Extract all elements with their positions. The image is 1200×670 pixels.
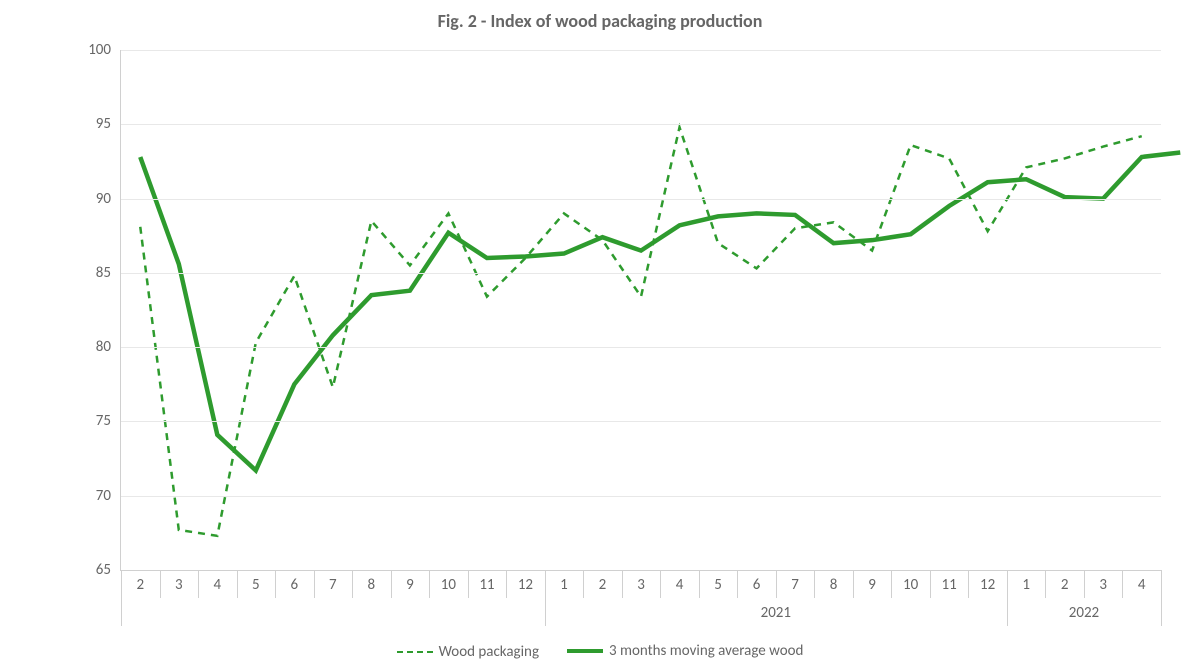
x-tick-label: 4 [213, 570, 221, 594]
legend-label: 3 months moving average wood [609, 642, 803, 660]
x-group-sep [121, 570, 122, 626]
x-group-sep [1161, 570, 1162, 626]
x-tick-sep [468, 570, 469, 598]
x-group-sep [1007, 570, 1008, 626]
x-tick-label: 7 [791, 570, 799, 594]
series-line [140, 127, 1141, 536]
x-tick-label: 12 [518, 570, 533, 594]
plot-area: 6570758085909510023456789101112123456789… [120, 50, 1161, 571]
x-tick-sep [699, 570, 700, 598]
x-tick-sep [583, 570, 584, 598]
legend-label: Wood packaging [439, 643, 539, 661]
x-tick-sep [968, 570, 969, 598]
legend-item: Wood packaging [397, 643, 539, 661]
x-tick-label: 8 [368, 570, 376, 594]
x-tick-sep [352, 570, 353, 598]
x-tick-label: 3 [1099, 570, 1107, 594]
y-tick-label: 80 [96, 338, 121, 356]
y-tick-label: 70 [96, 487, 121, 505]
x-year-label: 2021 [761, 604, 791, 622]
x-tick-label: 9 [868, 570, 876, 594]
x-tick-label: 6 [291, 570, 299, 594]
y-gridline [121, 496, 1161, 497]
x-tick-sep [1122, 570, 1123, 598]
y-tick-label: 90 [96, 190, 121, 208]
x-tick-label: 11 [479, 570, 494, 594]
y-gridline [121, 50, 1161, 51]
y-gridline [121, 347, 1161, 348]
legend: Wood packaging 3 months moving average wo… [0, 640, 1200, 661]
x-tick-sep [275, 570, 276, 598]
x-tick-sep [506, 570, 507, 598]
x-tick-sep [660, 570, 661, 598]
x-tick-sep [930, 570, 931, 598]
x-tick-label: 6 [753, 570, 761, 594]
x-tick-label: 7 [329, 570, 337, 594]
x-tick-sep [314, 570, 315, 598]
y-gridline [121, 199, 1161, 200]
legend-swatch [567, 649, 603, 653]
x-tick-label: 1 [1022, 570, 1030, 594]
y-tick-label: 95 [96, 115, 121, 133]
x-tick-sep [776, 570, 777, 598]
x-year-label: 2022 [1069, 604, 1099, 622]
chart-container: Fig. 2 - Index of wood packaging product… [0, 0, 1200, 670]
x-tick-label: 10 [903, 570, 918, 594]
x-tick-label: 4 [676, 570, 684, 594]
x-tick-sep [622, 570, 623, 598]
y-tick-label: 75 [96, 412, 121, 430]
x-tick-label: 3 [637, 570, 645, 594]
series-line [140, 153, 1180, 471]
chart-lines [121, 50, 1161, 570]
y-tick-label: 100 [88, 41, 121, 59]
y-tick-label: 65 [96, 561, 121, 579]
x-tick-label: 5 [714, 570, 722, 594]
x-tick-label: 2 [599, 570, 607, 594]
x-tick-label: 8 [830, 570, 838, 594]
x-tick-sep [853, 570, 854, 598]
x-tick-label: 5 [252, 570, 260, 594]
x-tick-sep [198, 570, 199, 598]
legend-swatch [397, 651, 433, 653]
x-tick-sep [891, 570, 892, 598]
x-tick-sep [429, 570, 430, 598]
x-tick-label: 3 [175, 570, 183, 594]
x-tick-sep [391, 570, 392, 598]
x-tick-sep [1084, 570, 1085, 598]
x-tick-sep [814, 570, 815, 598]
chart-title: Fig. 2 - Index of wood packaging product… [0, 10, 1200, 32]
x-tick-label: 2 [136, 570, 144, 594]
x-tick-label: 1 [560, 570, 568, 594]
x-tick-label: 11 [942, 570, 957, 594]
x-tick-label: 12 [980, 570, 995, 594]
x-tick-label: 2 [1061, 570, 1069, 594]
x-tick-sep [160, 570, 161, 598]
y-gridline [121, 273, 1161, 274]
x-tick-label: 4 [1138, 570, 1146, 594]
x-tick-sep [737, 570, 738, 598]
x-tick-label: 10 [441, 570, 456, 594]
x-tick-label: 9 [406, 570, 414, 594]
legend-item: 3 months moving average wood [567, 642, 803, 660]
x-tick-sep [1045, 570, 1046, 598]
x-tick-sep [237, 570, 238, 598]
y-gridline [121, 421, 1161, 422]
y-gridline [121, 124, 1161, 125]
y-tick-label: 85 [96, 264, 121, 282]
x-group-sep [545, 570, 546, 626]
